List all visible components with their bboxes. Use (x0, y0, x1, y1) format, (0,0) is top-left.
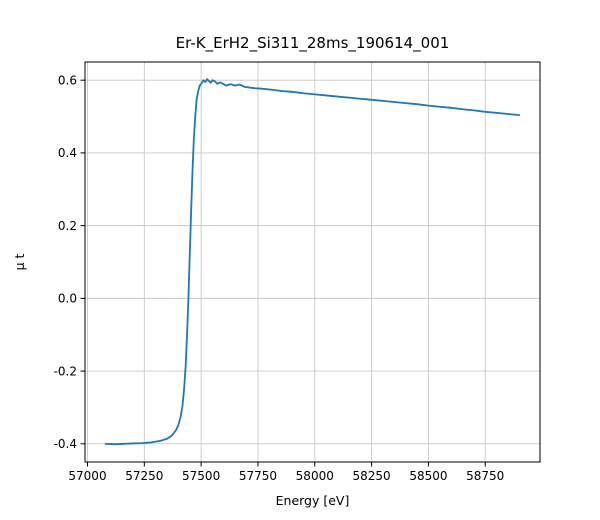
x-tick-label: 58750 (466, 469, 504, 483)
x-tick-label: 57500 (182, 469, 220, 483)
plot-border (84, 61, 541, 463)
x-tick-label: 58000 (296, 469, 334, 483)
y-tick-label: 0.6 (58, 73, 77, 87)
y-tick-label: 0.4 (58, 146, 77, 160)
axis-ticks (80, 79, 486, 467)
chart-title: Er-K_ErH2_Si311_28ms_190614_001 (176, 34, 450, 53)
x-axis-label: Energy [eV] (276, 493, 350, 508)
data-line (104, 78, 521, 446)
grid-lines (85, 62, 540, 462)
x-tick-label: 58250 (352, 469, 390, 483)
y-tick-label: -0.4 (54, 437, 77, 451)
y-tick-label: 0.2 (58, 219, 77, 233)
y-tick-labels: -0.4 -0.2 0.0 0.2 0.4 0.6 (54, 73, 77, 451)
y-axis-label: μ t (12, 253, 27, 270)
x-tick-label: 58500 (409, 469, 447, 483)
x-tick-label: 57750 (239, 469, 277, 483)
y-tick-label: 0.0 (58, 292, 77, 306)
x-tick-labels: 57000 57250 57500 57750 58000 58250 58500 58750 (68, 469, 504, 483)
x-tick-label: 57000 (68, 469, 106, 483)
y-tick-label: -0.2 (54, 364, 77, 378)
x-tick-label: 57250 (125, 469, 163, 483)
